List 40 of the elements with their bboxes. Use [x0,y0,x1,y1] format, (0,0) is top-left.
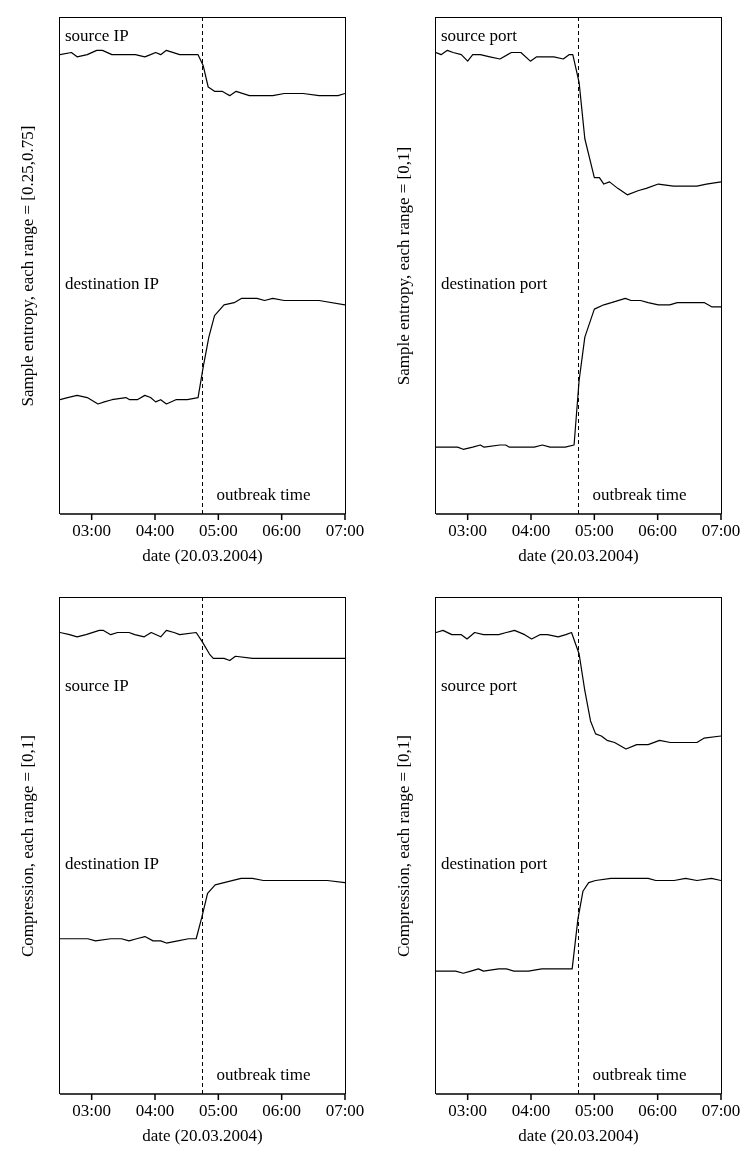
chart-title: destination port [441,854,548,874]
x-tick-label: 04:00 [135,521,175,541]
ref-line-label: outbreak time [592,1065,687,1084]
x-tick-label: 03:00 [72,1101,112,1121]
text: source IP [65,676,129,696]
x-tick-label: 07:00 [325,1101,365,1121]
x-tick-label: 06:00 [638,521,678,541]
x-tick-label: 07:00 [325,521,365,541]
x-tick-label: 03:00 [448,521,488,541]
x-axis-title: date (20.03.2004) [141,1126,264,1146]
x-axis-title: date (20.03.2004) [517,1126,640,1146]
chart-title: destination IP [65,274,159,294]
x-tick-label: 03:00 [72,521,112,541]
x-tick-label: 04:00 [511,1101,551,1121]
y-axis-title: Compression, each range = [0,1] [394,734,414,958]
chart-title: destination port [441,274,548,294]
x-tick-label: 07:00 [701,521,741,541]
chart-title: source port [441,26,518,46]
y-axis-title: Compression, each range = [0,1] [18,734,38,958]
ref-line-label: outbreak time [592,485,687,504]
x-tick-label: 05:00 [574,521,614,541]
x-tick-label: 06:00 [262,1101,302,1121]
x-tick-label: 04:00 [135,1101,175,1121]
x-tick-label: 04:00 [511,521,551,541]
x-tick-label: 05:00 [574,1101,614,1121]
ref-line-label: outbreak time [216,1065,311,1084]
x-tick-label: 06:00 [262,521,302,541]
x-tick-label: 07:00 [701,1101,741,1121]
ref-line-label: outbreak time [216,485,311,504]
x-tick-label: 06:00 [638,1101,678,1121]
x-axis-title: date (20.03.2004) [517,546,640,566]
x-tick-label: 03:00 [448,1101,488,1121]
y-axis-title: Sample entropy, each range = [0,1] [394,146,414,386]
chart-title: destination IP [65,854,159,874]
x-tick-label: 05:00 [198,521,238,541]
text: source port [441,676,518,696]
x-tick-label: 05:00 [198,1101,238,1121]
y-axis-title: Sample entropy, each range = [0.25,0.75] [18,125,38,407]
x-axis-title: date (20.03.2004) [141,546,264,566]
chart-title: source IP [65,26,129,46]
